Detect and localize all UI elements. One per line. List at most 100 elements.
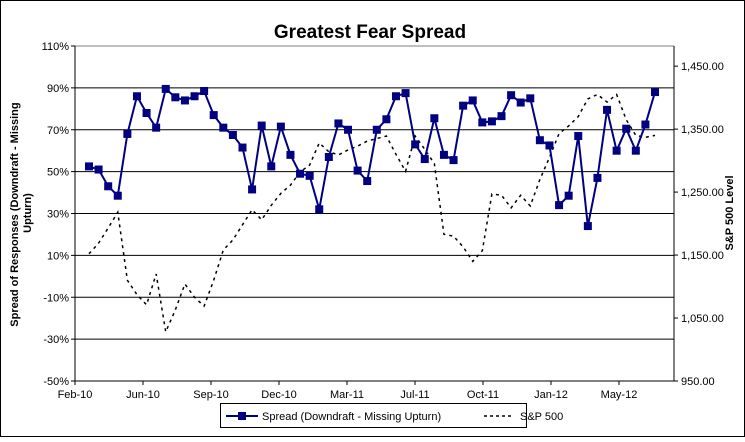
spread-point <box>391 92 400 101</box>
spread-point <box>219 123 228 132</box>
spread-point <box>555 201 564 210</box>
y-axis-label: Spread of Responses (Downdraft - Missing… <box>9 99 34 326</box>
spread-point <box>593 173 602 182</box>
spread-point <box>344 125 353 134</box>
y2-tick-label: 1,350.00 <box>681 124 724 136</box>
y-tick-label: -50% <box>43 376 69 388</box>
x-tick-label: May-12 <box>601 389 638 401</box>
spread-point <box>104 182 113 191</box>
spread-point <box>257 121 266 130</box>
spread-point <box>142 109 151 117</box>
y2-tick-label: 1,150.00 <box>681 250 724 262</box>
spread-point <box>535 136 544 145</box>
spread-point <box>228 130 237 139</box>
y2-tick-label: 1,450.00 <box>681 61 724 73</box>
y-tick-label: 50% <box>47 167 69 179</box>
spread-point <box>286 150 295 159</box>
spread-point <box>478 118 487 127</box>
spread-point <box>583 222 592 231</box>
spread-point <box>622 124 631 133</box>
spread-point <box>526 94 535 103</box>
spread-point <box>459 101 468 110</box>
spread-point <box>382 115 391 124</box>
y2-tick-label: 1,250.00 <box>681 187 724 199</box>
legend: Spread (Downdraft - Missing Upturn) S&P … <box>220 403 563 428</box>
y-tick-label: -30% <box>43 334 69 346</box>
spread-point <box>132 92 141 101</box>
spread-point <box>603 105 612 114</box>
spread-point <box>113 191 122 200</box>
spread-point <box>85 162 93 171</box>
spread-point <box>161 84 170 93</box>
spread-point <box>180 96 189 105</box>
spread-point <box>430 114 439 123</box>
x-tick-label: Jul-11 <box>400 389 429 401</box>
x-tick-label: Jan-12 <box>534 389 568 401</box>
spread-point <box>641 120 650 129</box>
y-axis-label-line1: Spread of Responses (Downdraft - Missing <box>9 102 21 326</box>
gridlines <box>75 45 674 340</box>
spread-point <box>507 91 516 100</box>
spread-point <box>248 185 257 194</box>
spread-point <box>171 93 180 102</box>
y-tick-label: 110% <box>42 41 70 53</box>
spread-point <box>401 89 410 98</box>
legend-spread-marker <box>238 412 246 420</box>
spread-point <box>190 92 199 101</box>
spread-point <box>353 166 362 175</box>
spread-point <box>363 177 372 186</box>
spread-point <box>420 155 429 164</box>
y2-axis-label: S&P 500 Level <box>724 175 736 250</box>
axes: 110% 90% 70% 50% 30% 10% -10% -30% -50% 1,450.00 1… <box>42 41 724 401</box>
y-tick-label: 90% <box>47 83 69 95</box>
spread-point <box>564 191 573 200</box>
y-tick-label: 10% <box>47 250 69 262</box>
spread-point <box>123 129 132 138</box>
spread-point <box>305 171 314 180</box>
legend-sp500-label: S&P 500 <box>520 411 563 423</box>
spread-point <box>94 165 103 174</box>
x-tick-label: Dec-10 <box>261 389 296 401</box>
x-tick-label: Feb-10 <box>58 389 93 401</box>
y-tick-label: 30% <box>47 209 69 221</box>
legend-spread-label: Spread (Downdraft - Missing Upturn) <box>262 411 441 423</box>
spread-point <box>545 141 554 150</box>
x-tick-label: Mar-11 <box>330 389 364 401</box>
spread-point <box>516 98 525 107</box>
x-tick-label: Sep-10 <box>193 389 228 401</box>
spread-point <box>411 140 420 149</box>
spread-point <box>324 152 333 161</box>
spread-point <box>449 156 458 165</box>
spread-point <box>372 125 381 134</box>
spread-point <box>574 132 583 141</box>
spread-point <box>487 117 496 126</box>
chart-title: Greatest Fear Spread <box>274 22 466 43</box>
y2-tick-label: 1,050.00 <box>681 313 724 325</box>
spread-point <box>651 88 659 97</box>
x-tick-label: Jun-10 <box>126 389 160 401</box>
spread-point <box>267 162 276 171</box>
spread-point <box>468 96 477 105</box>
y-axis-label-line2: Upturn) <box>22 193 34 233</box>
spread-point <box>612 146 621 155</box>
spread-point <box>209 111 218 120</box>
y-tick-label: -10% <box>43 292 69 304</box>
spread-point <box>497 112 506 121</box>
series-group <box>85 84 659 335</box>
spread-point <box>439 150 448 159</box>
spread-point <box>631 146 640 155</box>
spread-point <box>152 123 161 132</box>
y2-tick-label: 950.00 <box>681 376 715 388</box>
x-tick-label: Oct-11 <box>467 389 499 401</box>
spread-point <box>334 119 343 128</box>
sp500-line <box>88 93 656 335</box>
spread-point <box>200 87 209 96</box>
y-tick-label: 70% <box>47 125 69 137</box>
spread-point <box>276 122 285 131</box>
spread-point <box>238 143 247 152</box>
spread-point <box>296 169 305 178</box>
spread-point <box>315 205 324 214</box>
